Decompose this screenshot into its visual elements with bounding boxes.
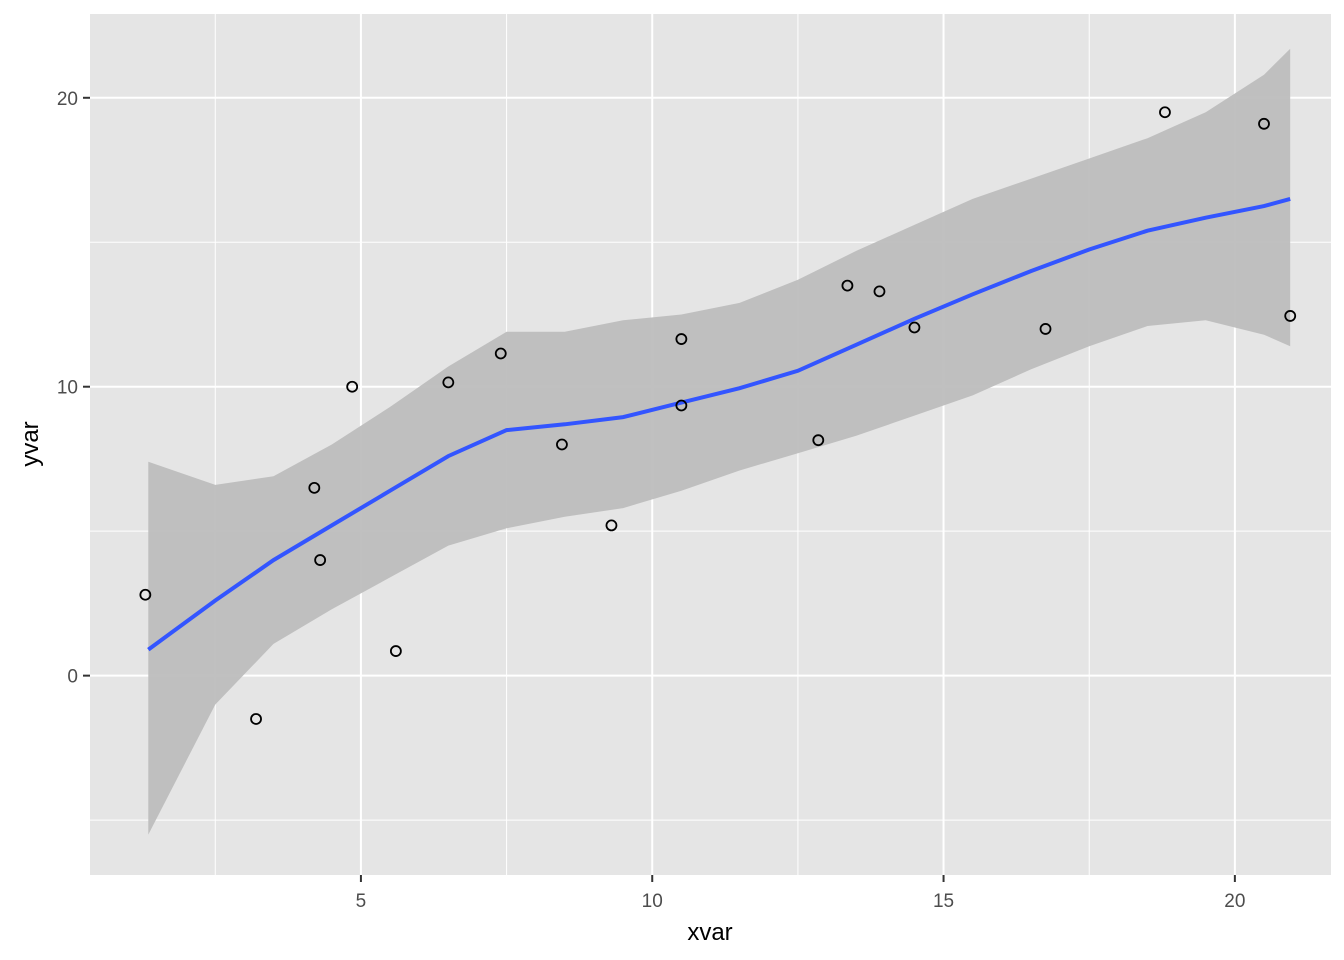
data-point bbox=[494, 347, 507, 360]
data-point bbox=[1159, 106, 1171, 119]
data-point bbox=[1039, 323, 1052, 335]
data-point bbox=[675, 399, 688, 412]
x-tick-label: 15 bbox=[933, 891, 954, 912]
data-point bbox=[314, 554, 327, 566]
y-tick-label: 10 bbox=[57, 378, 78, 399]
y-tick-label: 0 bbox=[67, 667, 78, 688]
data-point bbox=[442, 376, 455, 389]
data-point bbox=[1284, 310, 1297, 322]
y-axis-title: yvar bbox=[17, 421, 44, 466]
data-point bbox=[873, 285, 886, 298]
points-layer bbox=[139, 106, 1297, 725]
data-point bbox=[605, 519, 618, 532]
data-point bbox=[1258, 117, 1270, 130]
data-point bbox=[346, 380, 359, 393]
x-tick-label: 20 bbox=[1224, 891, 1245, 912]
data-point bbox=[308, 481, 321, 494]
data-point bbox=[250, 713, 262, 725]
y-tick-label: 20 bbox=[57, 89, 78, 110]
y-axis: 0 10 20 bbox=[57, 89, 90, 688]
x-tick-label: 5 bbox=[356, 891, 367, 912]
data-point bbox=[812, 434, 825, 447]
x-axis: 5 10 15 20 bbox=[356, 875, 1245, 912]
data-point bbox=[556, 438, 568, 451]
x-axis-title: xvar bbox=[687, 919, 732, 946]
data-point bbox=[139, 588, 152, 601]
data-point bbox=[389, 645, 402, 657]
confidence-ribbon bbox=[148, 48, 1291, 835]
data-point bbox=[908, 321, 921, 334]
x-tick-label: 10 bbox=[642, 891, 663, 912]
data-point bbox=[675, 333, 688, 345]
smooth-line bbox=[147, 196, 1291, 652]
data-point bbox=[841, 279, 854, 292]
